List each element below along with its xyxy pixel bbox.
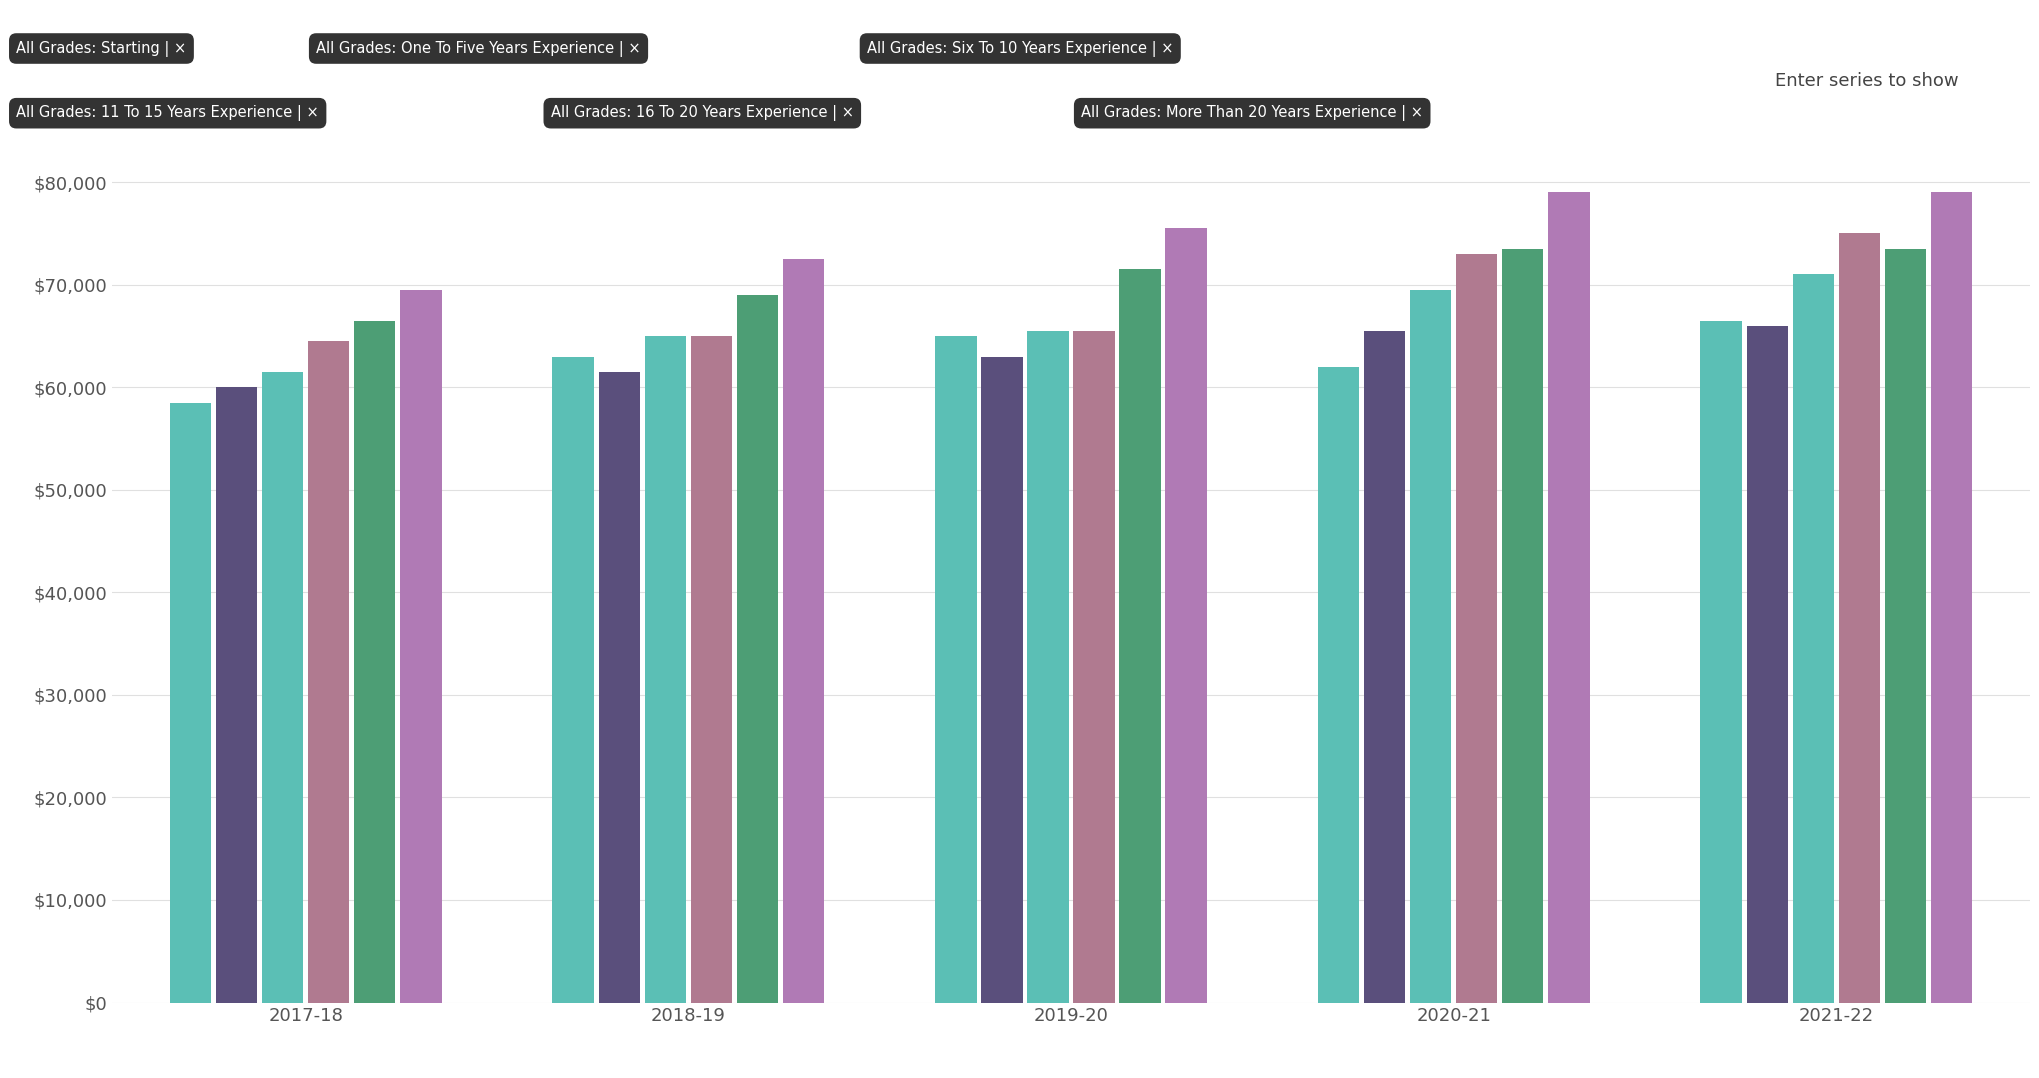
Bar (1929, 193, 1972, 1003)
Bar (736, 295, 777, 1003)
Bar (1409, 290, 1450, 1003)
Text: Enter series to show: Enter series to show (1774, 72, 1957, 89)
Bar (1884, 249, 1925, 1003)
Text: All Grades: 11 To 15 Years Experience | ×: All Grades: 11 To 15 Years Experience | … (16, 106, 318, 121)
Bar (169, 403, 212, 1003)
Bar (261, 372, 304, 1003)
Bar (400, 290, 440, 1003)
Bar (644, 336, 685, 1003)
Text: All Grades: Six To 10 Years Experience | ×: All Grades: Six To 10 Years Experience |… (867, 41, 1172, 56)
Bar (216, 387, 257, 1003)
Bar (597, 372, 640, 1003)
Bar (1701, 320, 1741, 1003)
Bar (783, 259, 824, 1003)
Bar (691, 336, 732, 1003)
Bar (981, 357, 1022, 1003)
Bar (1745, 326, 1786, 1003)
Bar (1792, 275, 1833, 1003)
Text: All Grades: More Than 20 Years Experience | ×: All Grades: More Than 20 Years Experienc… (1081, 106, 1423, 121)
Text: All Grades: 16 To 20 Years Experience | ×: All Grades: 16 To 20 Years Experience | … (551, 106, 854, 121)
Bar (1028, 331, 1068, 1003)
Bar (308, 341, 349, 1003)
Bar (1317, 367, 1358, 1003)
Bar (1119, 270, 1160, 1003)
Bar (355, 320, 396, 1003)
Bar (934, 336, 977, 1003)
Bar (1837, 234, 1880, 1003)
Text: All Grades: One To Five Years Experience | ×: All Grades: One To Five Years Experience… (316, 41, 640, 56)
Bar (1456, 254, 1497, 1003)
Text: All Grades: Starting | ×: All Grades: Starting | × (16, 41, 186, 56)
Bar (553, 357, 593, 1003)
Bar (1548, 193, 1588, 1003)
Bar (1164, 229, 1207, 1003)
Bar (1364, 331, 1405, 1003)
Bar (1501, 249, 1544, 1003)
Bar (1073, 331, 1113, 1003)
